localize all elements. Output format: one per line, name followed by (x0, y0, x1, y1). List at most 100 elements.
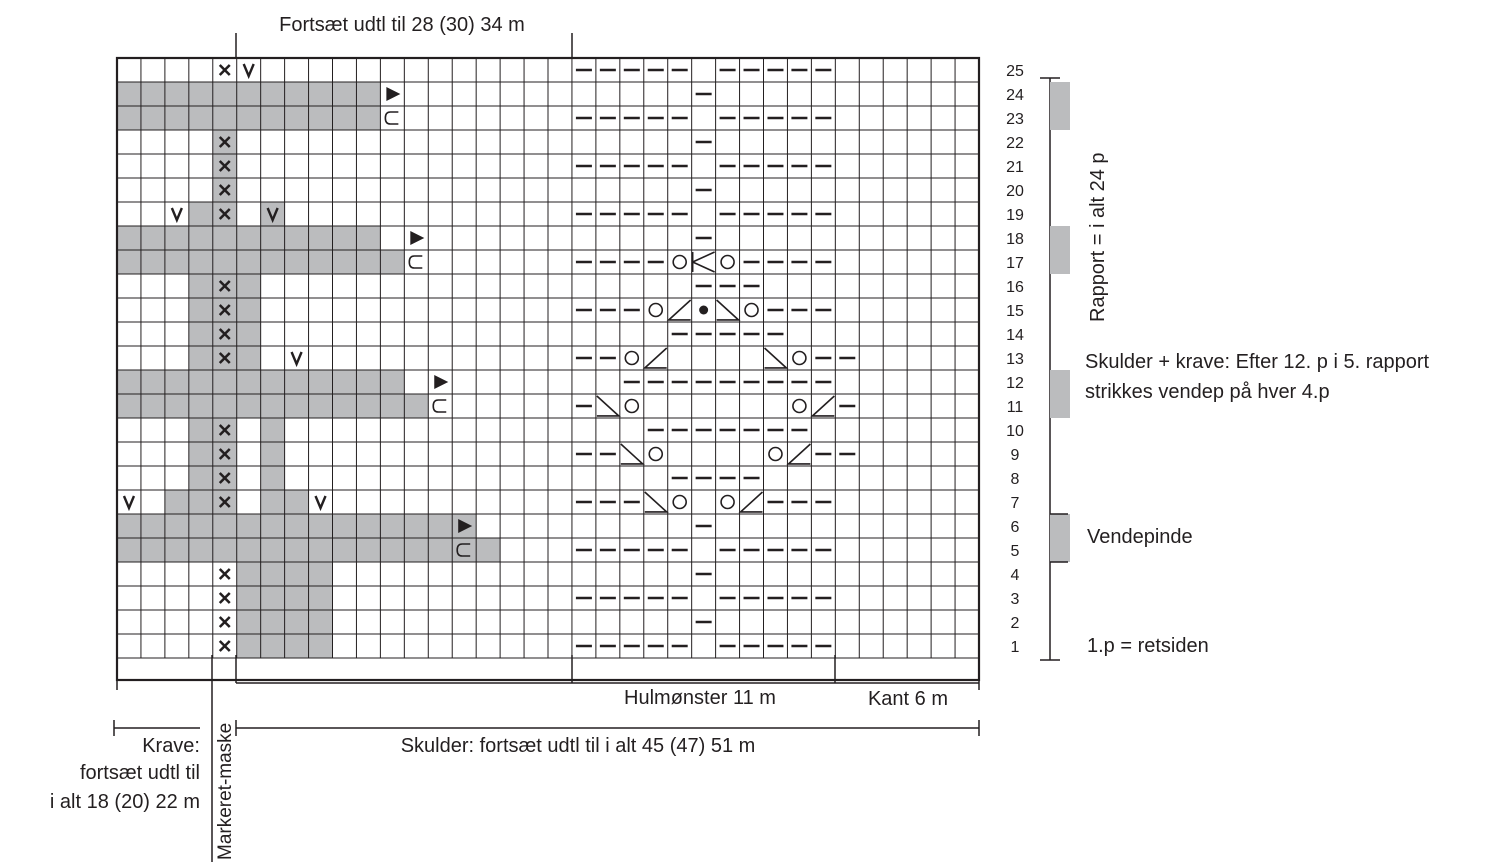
symbol-x (218, 568, 231, 580)
row-number-6: 6 (1011, 519, 1020, 536)
repeat-label: Rapport = i alt 24 p (1087, 152, 1109, 322)
shaded-run-row-24 (117, 82, 381, 106)
top-label: Fortsæt udtl til 28 (30) 34 m (279, 14, 525, 36)
collar-label-2: fortsæt udtl til (80, 762, 200, 784)
row-number-23: 23 (1006, 111, 1024, 128)
turning-row-bar (1050, 226, 1070, 274)
row-number-12: 12 (1006, 375, 1024, 392)
row-numbers: 1234567891011121314151617181920212223242… (1006, 63, 1024, 656)
symbol-triangle (458, 519, 473, 533)
row-number-4: 4 (1011, 567, 1020, 584)
row-number-22: 22 (1006, 135, 1024, 152)
symbol-u (384, 111, 399, 125)
shoulder-note-1: Skulder + krave: Efter 12. p i 5. rappor… (1085, 351, 1430, 373)
row-number-5: 5 (1011, 543, 1020, 560)
symbol-yarnover (720, 254, 735, 270)
symbol-x (218, 328, 231, 340)
symbol-k2tog (642, 347, 668, 369)
symbol-x (218, 304, 231, 316)
symbol-k2tog (810, 395, 835, 417)
symbol-x (218, 616, 231, 628)
bottom-dimensions (113, 655, 980, 862)
symbol-yarnover (744, 302, 759, 318)
turning-row-bar (1050, 82, 1070, 130)
row-number-11: 11 (1007, 399, 1024, 416)
symbol-x (218, 472, 231, 484)
symbol-yarnover (648, 446, 664, 462)
row-number-14: 14 (1006, 327, 1024, 344)
symbol-x (218, 448, 231, 460)
symbol-ssk (596, 395, 621, 417)
row-number-20: 20 (1006, 183, 1024, 200)
symbol-k2tog (786, 443, 811, 465)
chart-grid (115, 56, 981, 682)
turning-label: Vendepinde (1087, 526, 1193, 548)
row-number-2: 2 (1011, 615, 1020, 632)
row-number-1: 1 (1011, 639, 1020, 656)
shaded-run-row-10 (260, 418, 285, 442)
shaded-run-row-11 (117, 394, 429, 418)
row-number-9: 9 (1011, 447, 1020, 464)
symbol-u (432, 399, 447, 413)
row-number-24: 24 (1006, 87, 1024, 104)
symbol-x (218, 184, 231, 196)
shaded-run-row-6 (117, 514, 477, 538)
symbol-ssk (716, 299, 741, 321)
symbol-x (218, 64, 231, 76)
symbol-double-decrease (691, 251, 715, 273)
symbol-v (170, 207, 183, 224)
symbol-k2tog (666, 299, 692, 321)
row-number-10: 10 (1006, 423, 1024, 440)
symbol-v (290, 351, 303, 368)
collar-label-1: Krave: (142, 735, 200, 757)
symbol-x (218, 424, 231, 436)
symbol-yarnover (720, 494, 735, 510)
shaded-run-row-23 (117, 106, 381, 130)
row-number-16: 16 (1006, 279, 1024, 296)
symbol-dot (699, 305, 709, 315)
shoulder-label: Skulder: fortsæt udtl til i alt 45 (47) … (401, 735, 756, 757)
symbol-x (218, 496, 231, 508)
collar-label-3: i alt 18 (20) 22 m (50, 791, 200, 813)
row-number-18: 18 (1006, 231, 1024, 248)
symbol-x (218, 592, 231, 604)
row-number-15: 15 (1006, 303, 1024, 320)
edge-label: Kant 6 m (868, 688, 948, 710)
row-number-3: 3 (1011, 591, 1020, 608)
row-number-21: 21 (1006, 159, 1024, 176)
symbol-x (218, 208, 231, 220)
shoulder-note-2: strikkes vendep på hver 4.p (1085, 381, 1330, 403)
symbol-triangle (410, 231, 425, 245)
repeat-sidebar (1040, 77, 1070, 661)
symbol-triangle (386, 87, 401, 101)
symbol-u (408, 255, 423, 269)
symbol-triangle (434, 375, 449, 389)
row-number-19: 19 (1006, 207, 1024, 224)
symbol-u (456, 543, 471, 557)
shaded-run-row-8 (260, 466, 285, 490)
first-row-label: 1.p = retsiden (1087, 635, 1209, 657)
row-number-7: 7 (1011, 495, 1020, 512)
shaded-run-row-19 (260, 202, 285, 226)
shaded-run-row-9 (260, 442, 285, 466)
symbol-x (218, 160, 231, 172)
symbol-v (242, 63, 255, 80)
row-number-8: 8 (1011, 471, 1020, 488)
symbol-yarnover (624, 398, 640, 414)
marker-label: Markeret-maske (215, 723, 236, 860)
symbol-x (218, 136, 231, 148)
symbol-ssk (763, 347, 789, 369)
top-bracket (235, 33, 573, 58)
symbol-yarnover (672, 494, 687, 510)
shaded-run-row-18 (117, 226, 381, 250)
row-number-25: 25 (1006, 63, 1024, 80)
symbol-yarnover (792, 398, 807, 414)
turning-row-bar (1050, 370, 1070, 418)
symbol-x (218, 352, 231, 364)
symbol-x (218, 640, 231, 652)
lace-label: Hulmønster 11 m (624, 687, 776, 709)
symbol-v (266, 207, 279, 224)
symbol-yarnover (768, 446, 783, 462)
symbol-yarnover (648, 302, 664, 318)
symbol-yarnover (792, 350, 807, 366)
